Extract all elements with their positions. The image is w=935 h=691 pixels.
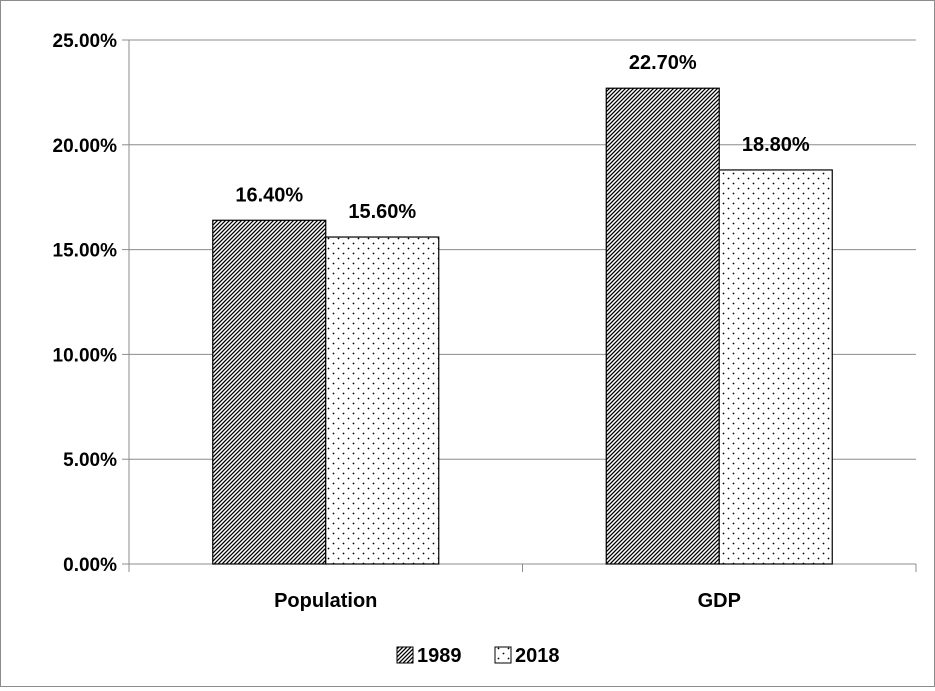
x-category-label: GDP: [698, 590, 741, 612]
axes: 0.00% 5.00% 10.00% 15.00% 20.00% 25.00% Popula…: [53, 31, 917, 612]
bar-2018-population: [325, 236, 440, 565]
bar-1989-population: [212, 219, 327, 565]
y-tick-label: 25.00%: [53, 31, 118, 52]
y-tick-label: 15.00%: [53, 241, 118, 262]
data-label: 16.40%: [235, 184, 303, 206]
value-labels: 16.40% 15.60% 22.70% 18.80%: [235, 52, 810, 223]
bar-1989-gdp: [605, 87, 720, 565]
data-label: 22.70%: [629, 52, 697, 74]
legend-label: 1989: [417, 645, 462, 667]
x-category-label: Population: [274, 590, 377, 612]
data-label: 18.80%: [742, 134, 810, 156]
bars: [212, 87, 833, 565]
y-tick-label: 0.00%: [63, 555, 117, 576]
legend-swatch-1989: [396, 646, 414, 664]
y-tick-label: 10.00%: [53, 345, 118, 366]
legend: 1989 2018: [396, 645, 560, 667]
bar-2018-gdp: [718, 169, 833, 565]
legend-label: 2018: [515, 645, 560, 667]
legend-swatch-2018: [494, 646, 512, 664]
y-tick-label: 5.00%: [63, 450, 117, 471]
data-label: 15.60%: [348, 201, 416, 223]
y-tick-label: 20.00%: [53, 136, 118, 157]
